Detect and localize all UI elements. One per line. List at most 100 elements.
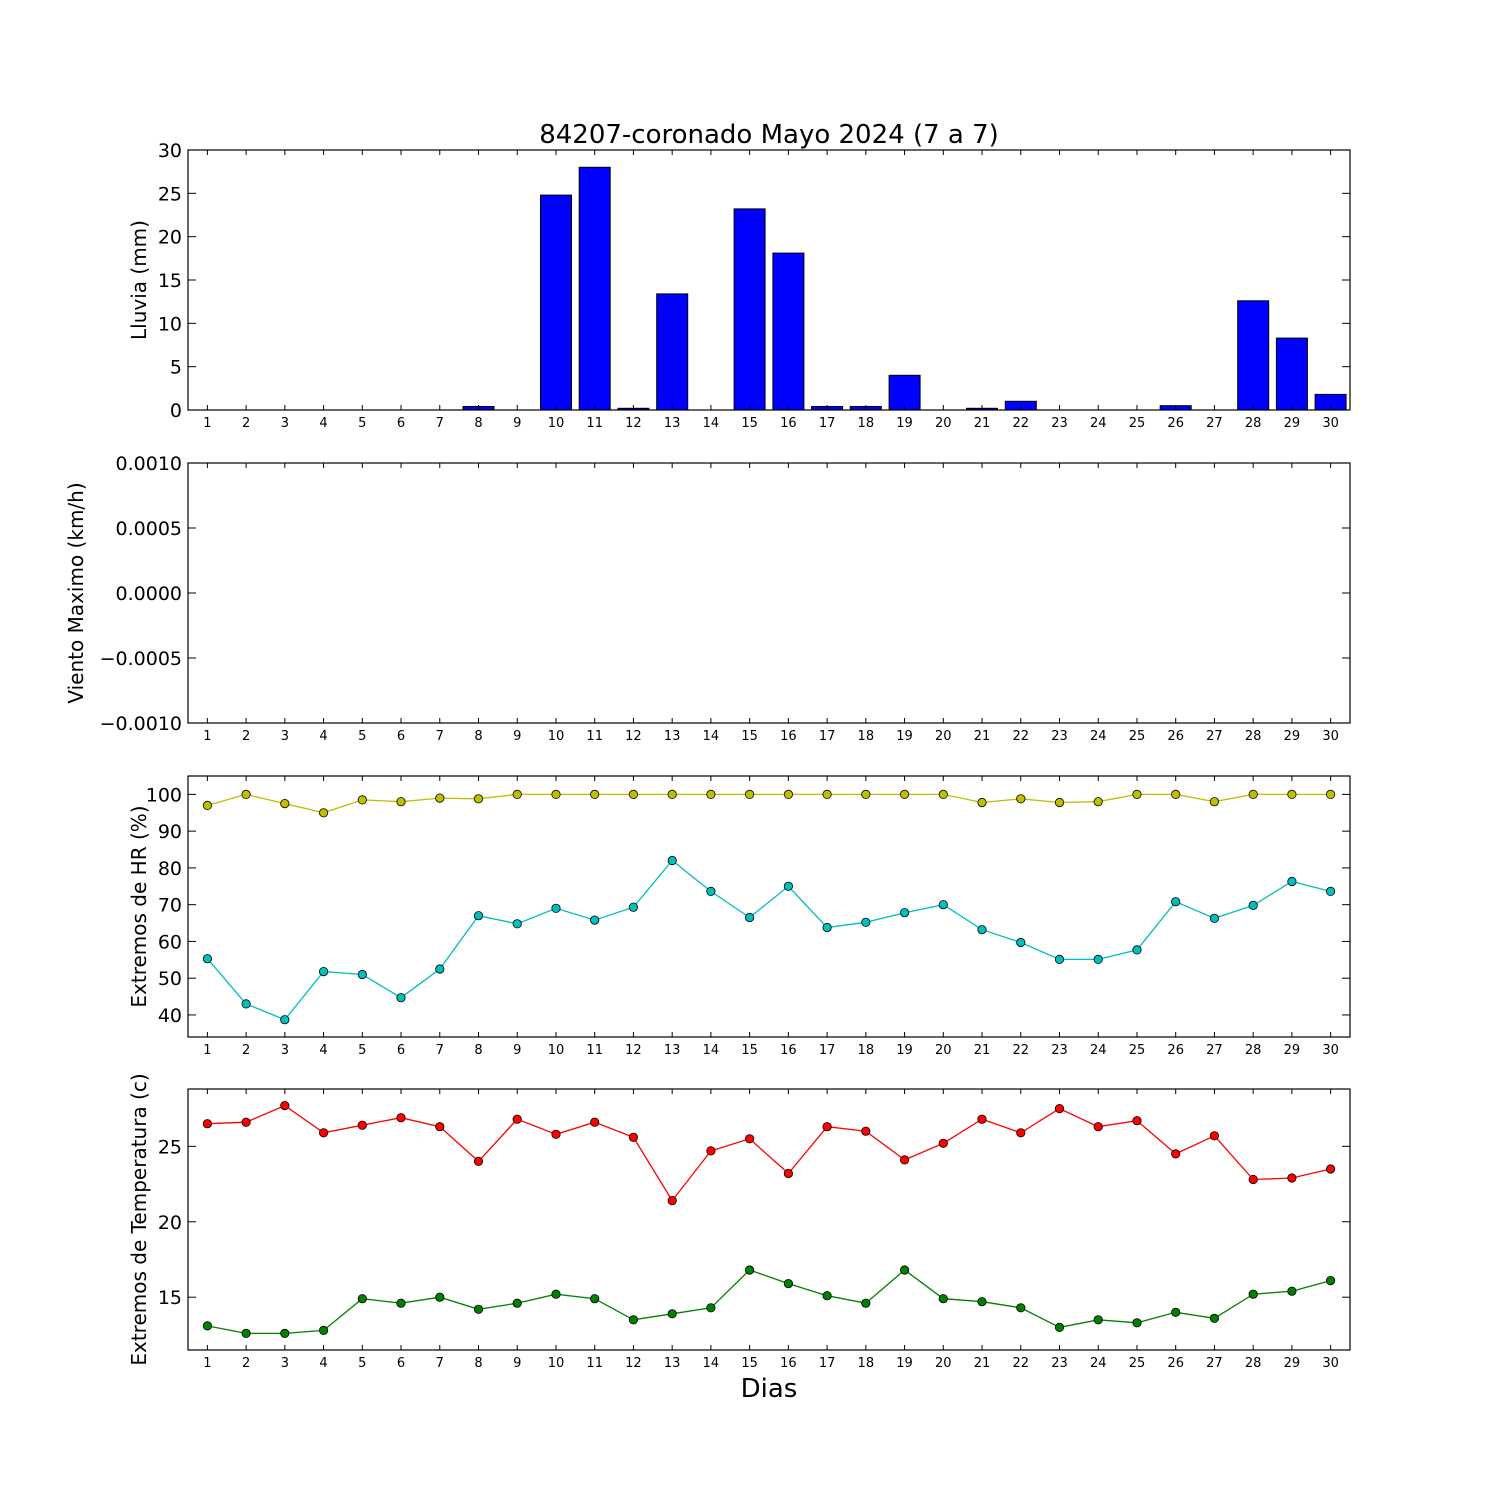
humidity-y-tick-label: 60 (158, 931, 182, 953)
humidity-x-tick-label: 22 (1012, 1043, 1029, 1058)
wind-x-tick-label: 29 (1284, 729, 1301, 744)
humidity-x-tick-label: 16 (780, 1043, 797, 1058)
humidity-series-1-point (628, 902, 639, 912)
temperature-series-0-point (435, 1122, 445, 1132)
humidity-series-1-point (899, 908, 910, 918)
humidity-series-1-point (1209, 913, 1220, 923)
humidity-series-1-point (241, 999, 251, 1009)
humidity-x-tick-label: 11 (586, 1043, 603, 1058)
rain-y-tick-label: 15 (158, 270, 182, 292)
humidity-series-1-point (1287, 876, 1297, 887)
humidity-x-tick-label: 3 (281, 1043, 289, 1058)
humidity-x-tick-label: 24 (1090, 1043, 1107, 1058)
wind-panel: 1 2 3 4 5 6 7 8 9 10 11 12 13 14 15 16 17 18 19 20 21 22 23 24 2… (64, 453, 1351, 744)
humidity-series-1-point (667, 855, 677, 866)
rain-x-tick-label: 30 (1322, 416, 1339, 431)
temperature-series-0-point (551, 1129, 561, 1139)
temperature-x-tick-label: 8 (474, 1356, 482, 1371)
temperature-x-tick-label: 18 (858, 1356, 875, 1371)
temperature-x-tick-label: 23 (1051, 1356, 1068, 1371)
temperature-series-0-point (783, 1168, 794, 1179)
temperature-series-1-point (473, 1304, 484, 1314)
temperature-x-tick-label: 19 (896, 1356, 913, 1371)
rain-x-tick-label: 18 (858, 416, 875, 431)
temperature-series-0-point (706, 1146, 716, 1156)
wind-x-tick-label: 11 (586, 729, 603, 744)
wind-x-tick-label: 28 (1245, 729, 1262, 744)
temperature-series-0-point (396, 1113, 406, 1123)
temperature-series-0-point (667, 1196, 677, 1206)
humidity-series-1-point (783, 881, 794, 891)
humidity-x-tick-label: 17 (819, 1043, 836, 1058)
rain-x-tick-label: 7 (436, 416, 444, 431)
temperature-x-tick-label: 3 (281, 1356, 289, 1371)
temperature-x-tick-label: 20 (935, 1356, 952, 1371)
humidity-y-tick-label: 50 (158, 968, 182, 990)
humidity-series-1-point (551, 903, 561, 913)
humidity-x-tick-label: 1 (203, 1043, 211, 1058)
temperature-series-0-point (318, 1128, 329, 1138)
rain-x-tick-label: 15 (741, 416, 758, 431)
rain-x-tick-label: 23 (1051, 416, 1068, 431)
temperature-series-0-point (512, 1114, 522, 1124)
temperature-y-tick-label: 15 (158, 1287, 182, 1309)
humidity-series-0-point (1054, 797, 1065, 808)
humidity-series-1-point (1016, 937, 1026, 948)
rain-x-tick-label: 14 (703, 416, 720, 431)
wind-y-tick-label: 0.0010 (116, 453, 182, 475)
humidity-plot-area (188, 776, 1350, 1037)
humidity-series-0-point (1016, 794, 1026, 804)
humidity-frame (187, 775, 1351, 1038)
rain-x-tick-label: 24 (1090, 416, 1107, 431)
humidity-series-1-point (1326, 886, 1336, 897)
humidity-series-0-point (899, 789, 910, 800)
humidity-series-0-point (667, 789, 677, 800)
temperature-x-tick-label: 21 (974, 1356, 991, 1371)
humidity-series-1-point (861, 917, 871, 927)
temperature-x-tick-label: 4 (319, 1356, 327, 1371)
rain-x-tick-label: 21 (974, 416, 991, 431)
temperature-series-1-point (280, 1328, 290, 1339)
wind-x-tick-label: 23 (1051, 729, 1068, 744)
temperature-x-tick-label: 6 (397, 1356, 405, 1371)
humidity-series-0-point (1209, 797, 1220, 807)
humidity-series-1-point (822, 922, 832, 933)
humidity-x-tick-label: 2 (242, 1043, 250, 1058)
rain-x-tick-label: 8 (474, 416, 482, 431)
humidity-x-tick-label: 9 (513, 1043, 521, 1058)
temperature-x-tick-label: 14 (703, 1356, 720, 1371)
wind-y-tick-label: −0.0005 (100, 648, 182, 670)
temperature-y-axis-label: Extremos de Temperatura (c) (127, 1073, 151, 1365)
humidity-x-tick-label: 29 (1284, 1043, 1301, 1058)
rain-y-tick-label: 30 (158, 140, 182, 162)
humidity-x-tick-label: 10 (548, 1043, 565, 1058)
temperature-x-tick-label: 17 (819, 1356, 836, 1371)
humidity-y-tick-label: 40 (158, 1005, 182, 1027)
temperature-series-1-point (551, 1289, 561, 1299)
rain-x-tick-label: 16 (780, 416, 797, 431)
wind-x-tick-label: 7 (436, 729, 444, 744)
temperature-series-0-point (357, 1120, 367, 1130)
humidity-series-0-point (744, 789, 755, 800)
rain-x-tick-label: 25 (1129, 416, 1146, 431)
humidity-series-0-point (551, 789, 561, 800)
humidity-series-0-point (590, 789, 600, 800)
rain-panel: 1 2 3 4 5 6 7 8 9 10 11 12 13 14 15 16 17 18 19 20 21 22 23 24 2… (127, 140, 1351, 431)
wind-x-tick-label: 17 (819, 729, 836, 744)
humidity-series-1-point (1054, 954, 1065, 965)
humidity-series-0-point (280, 798, 290, 809)
temperature-series-0-line (207, 1104, 1331, 1202)
temperature-series-1-point (318, 1325, 329, 1336)
humidity-series-1-point (473, 911, 484, 921)
temperature-series-0-point (938, 1138, 948, 1148)
humidity-y-tick-label: 100 (146, 784, 182, 806)
temperature-series-1-point (1171, 1307, 1181, 1317)
humidity-series-1-point (396, 993, 406, 1003)
rain-bar (578, 166, 611, 411)
humidity-series-0-line (207, 793, 1331, 814)
temperature-series-0-point (241, 1117, 251, 1127)
wind-x-tick-label: 12 (625, 729, 642, 744)
temperature-y-tick-label: 20 (158, 1212, 182, 1234)
rain-bar (888, 374, 921, 411)
